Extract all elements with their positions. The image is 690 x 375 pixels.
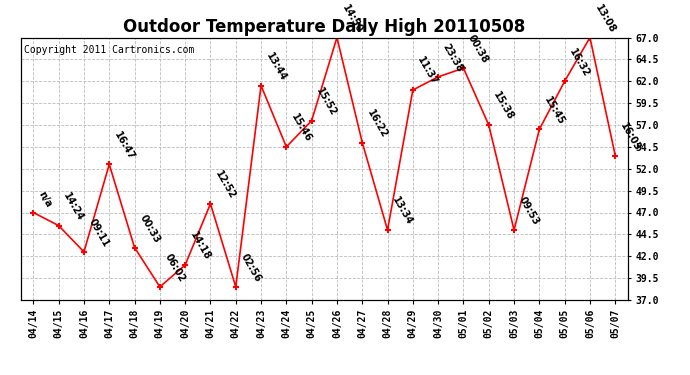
Text: 11:37: 11:37: [415, 56, 440, 87]
Title: Outdoor Temperature Daily High 20110508: Outdoor Temperature Daily High 20110508: [124, 18, 525, 36]
Text: n/a: n/a: [36, 190, 53, 210]
Text: 15:46: 15:46: [289, 112, 313, 144]
Text: 12:52: 12:52: [213, 169, 237, 201]
Text: 00:33: 00:33: [137, 213, 161, 245]
Text: 16:22: 16:22: [365, 108, 389, 140]
Text: 09:53: 09:53: [517, 195, 541, 227]
Text: 02:56: 02:56: [239, 252, 263, 284]
Text: 16:32: 16:32: [567, 46, 591, 78]
Text: 14:24: 14:24: [61, 191, 86, 223]
Text: 13:08: 13:08: [593, 3, 617, 35]
Text: 09:11: 09:11: [87, 217, 111, 249]
Text: 15:52: 15:52: [315, 86, 339, 118]
Text: 13:44: 13:44: [264, 51, 288, 83]
Text: 16:47: 16:47: [112, 130, 136, 162]
Text: 06:02: 06:02: [163, 252, 187, 284]
Text: 14:50: 14:50: [339, 3, 364, 35]
Text: 00:38: 00:38: [466, 33, 491, 65]
Text: 23:38: 23:38: [441, 42, 465, 74]
Text: 16:03: 16:03: [618, 121, 642, 153]
Text: Copyright 2011 Cartronics.com: Copyright 2011 Cartronics.com: [23, 45, 194, 56]
Text: 15:38: 15:38: [491, 90, 515, 122]
Text: 15:45: 15:45: [542, 95, 566, 127]
Text: 14:18: 14:18: [188, 230, 212, 262]
Text: 13:34: 13:34: [391, 195, 415, 227]
